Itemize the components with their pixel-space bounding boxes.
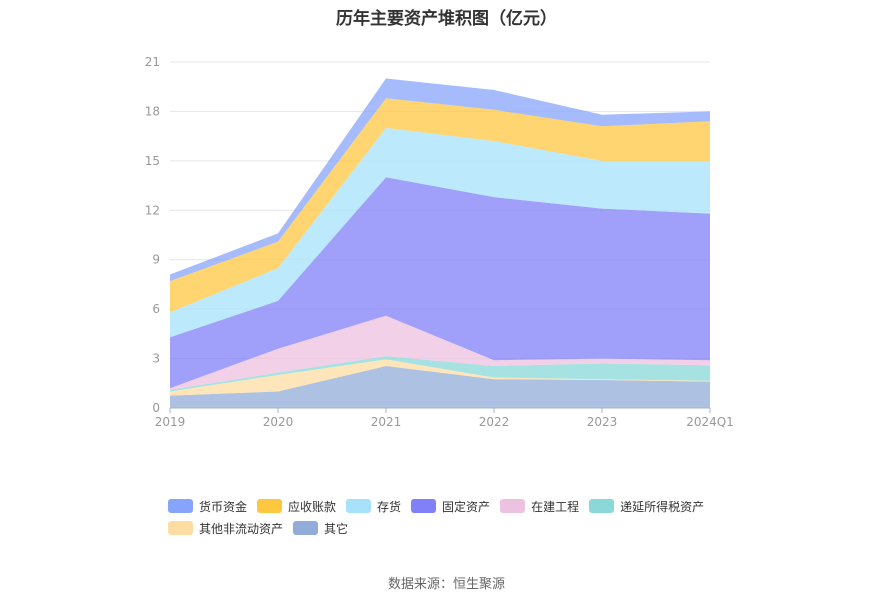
y-tick-label: 9 (152, 253, 160, 267)
x-tick-label: 2024Q1 (686, 415, 734, 429)
x-tick-label: 2021 (371, 415, 402, 429)
legend-label: 应收账款 (288, 499, 337, 514)
legend-item[interactable]: 其它 (293, 517, 348, 539)
legend-item[interactable]: 存货 (346, 495, 401, 517)
legend-swatch (346, 499, 372, 513)
area-series-0 (170, 366, 710, 408)
legend-swatch (500, 499, 526, 513)
area-series-1 (170, 359, 710, 396)
legend-label: 递延所得税资产 (620, 499, 705, 514)
y-tick-label: 12 (145, 203, 160, 217)
legend-swatch (293, 521, 319, 535)
area-series-7 (170, 78, 710, 282)
y-tick-label: 6 (152, 302, 160, 316)
legend-item[interactable]: 其他非流动资产 (168, 517, 283, 539)
legend-label: 存货 (377, 499, 402, 514)
legend-swatch (168, 521, 193, 535)
legend-swatch (589, 499, 615, 513)
legend-item[interactable]: 在建工程 (500, 495, 579, 517)
y-tick-label: 3 (152, 352, 160, 366)
area-series-6 (170, 98, 710, 313)
legend-label: 其它 (324, 521, 349, 536)
area-series-4 (170, 177, 710, 389)
y-tick-label: 21 (145, 55, 160, 69)
area-series (170, 78, 710, 408)
source-note: 数据来源：恒生聚源 (387, 577, 505, 592)
legend-label: 固定资产 (442, 499, 491, 514)
legend-swatch (257, 499, 283, 513)
y-tick-label: 18 (145, 104, 160, 118)
legend-item[interactable]: 固定资产 (411, 495, 490, 517)
x-tick-label: 2020 (263, 415, 294, 429)
legend-item[interactable]: 应收账款 (257, 495, 336, 517)
legend-label: 其他非流动资产 (199, 521, 284, 536)
x-tick-label: 2022 (479, 415, 510, 429)
legend: 货币资金 应收账款 存货 固定资产 在建工程 递延所得税资产其他非流动资产 其它 (168, 495, 768, 539)
legend-item[interactable]: 递延所得税资产 (589, 495, 704, 517)
area-series-3 (170, 315, 710, 390)
area-series-2 (170, 356, 710, 392)
legend-swatch (411, 499, 437, 513)
legend-label: 在建工程 (531, 499, 580, 514)
x-tick-label: 2019 (155, 415, 186, 429)
y-tick-label: 0 (152, 401, 160, 415)
axes: 0 3 6 9 12 15 18 21 2019 2020 2021 2022 2023 2024Q1 (145, 55, 734, 429)
legend-item[interactable]: 货币资金 (168, 495, 247, 517)
legend-swatch (168, 499, 193, 513)
x-tick-label: 2023 (587, 415, 618, 429)
area-series-5 (170, 127, 710, 338)
y-tick-label: 15 (145, 154, 160, 168)
chart-title: 历年主要资产堆积图（亿元） (336, 9, 557, 29)
legend-label: 货币资金 (199, 499, 248, 514)
